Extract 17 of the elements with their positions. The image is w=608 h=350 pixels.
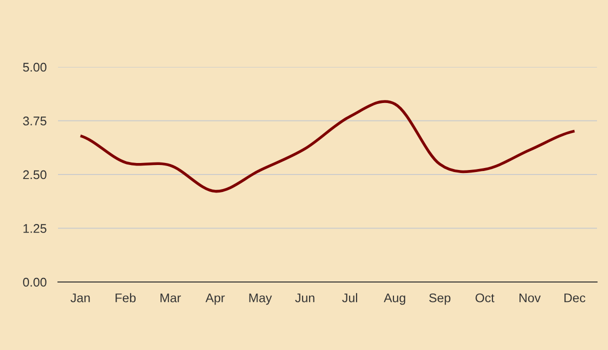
- x-tick-label: Dec: [564, 294, 586, 302]
- x-tick-label: Jun: [295, 294, 314, 302]
- x-tick-label: Jan: [70, 294, 90, 302]
- y-tick-label: 0.00: [23, 278, 46, 287]
- x-tick-label: Sep: [429, 293, 450, 305]
- x-tick-label: Apr: [206, 294, 225, 305]
- y-tick-label: 3.75: [23, 116, 46, 126]
- x-tick-label: Feb: [116, 293, 136, 302]
- x-tick-label: Nov: [520, 294, 541, 302]
- x-tick-label: Aug: [384, 294, 406, 305]
- x-tick-label: Mar: [160, 294, 181, 302]
- x-tick-label: May: [249, 294, 272, 305]
- x-tick-label: Oct: [476, 293, 494, 302]
- y-tick-label: 2.50: [23, 170, 46, 180]
- y-tick-label: 1.25: [24, 224, 46, 233]
- x-tick-label: Jul: [342, 293, 358, 302]
- y-tick-label: 5.00: [23, 62, 46, 72]
